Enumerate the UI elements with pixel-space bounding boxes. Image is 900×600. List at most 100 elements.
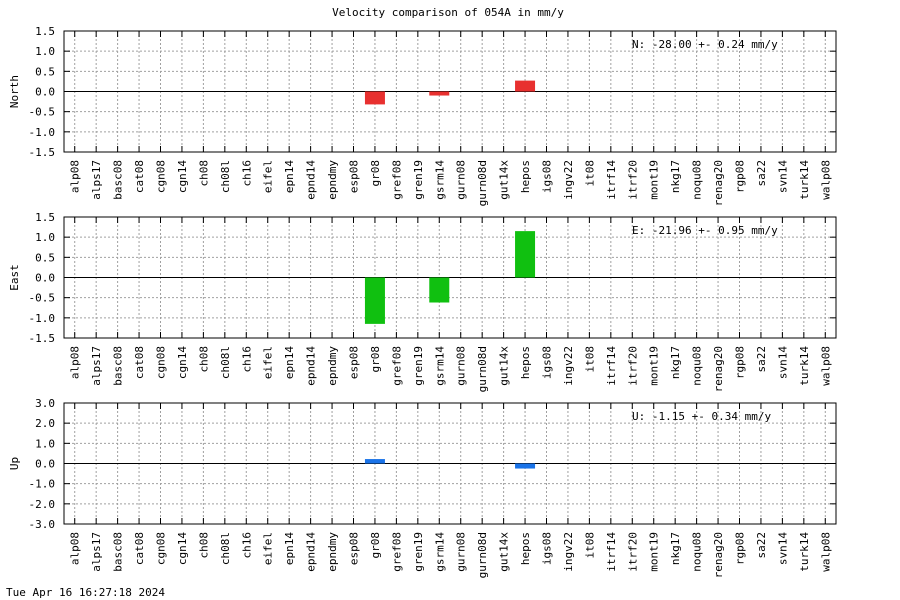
- x-tick-label: rgp08: [734, 532, 747, 565]
- y-tick-label: 0.0: [35, 272, 55, 285]
- x-tick-label: cat08: [133, 160, 146, 193]
- y-axis-label: East: [8, 264, 21, 291]
- x-tick-label: epnd14: [305, 160, 318, 200]
- x-tick-label: rgp08: [734, 160, 747, 193]
- x-tick-label: mont19: [648, 160, 661, 200]
- x-tick-label: esp08: [348, 532, 361, 565]
- x-tick-label: gren19: [412, 160, 425, 200]
- x-tick-label: sa22: [755, 346, 768, 373]
- y-tick-label: -1.0: [29, 478, 56, 491]
- x-tick-label: cgn14: [176, 532, 189, 565]
- bar-east-gr08: [364, 277, 385, 324]
- x-tick-label: noqu08: [691, 160, 704, 200]
- x-tick-label: epn14: [283, 532, 296, 565]
- y-tick-label: -0.5: [29, 292, 56, 305]
- footer-timestamp: Tue Apr 16 16:27:18 2024: [6, 586, 165, 599]
- x-tick-label: it08: [583, 160, 596, 187]
- x-tick-label: eifel: [262, 532, 275, 565]
- x-tick-label: igs08: [541, 160, 554, 193]
- x-tick-label: svn14: [776, 346, 789, 379]
- y-axis-label: North: [8, 75, 21, 108]
- y-tick-label: 0.5: [35, 65, 55, 78]
- y-tick-label: 0.0: [35, 86, 55, 99]
- x-tick-label: turk14: [798, 160, 811, 200]
- x-tick-label: nkg17: [669, 160, 682, 193]
- x-tick-label: ch08l: [219, 160, 232, 193]
- x-tick-label: turk14: [798, 346, 811, 386]
- x-tick-label: epnd14: [305, 346, 318, 386]
- x-tick-label: gut14x: [498, 160, 511, 200]
- x-tick-label: itrf20: [626, 532, 639, 572]
- x-tick-label: noqu08: [691, 346, 704, 386]
- x-tick-label: basc08: [112, 160, 125, 200]
- bar-up-hepos: [515, 463, 536, 469]
- x-tick-label: renag20: [712, 532, 725, 578]
- y-axis-label: Up: [8, 457, 21, 470]
- x-tick-label: svn14: [776, 160, 789, 193]
- x-tick-label: rgp08: [734, 346, 747, 379]
- x-tick-label: mont19: [648, 532, 661, 572]
- y-tick-label: 0.0: [35, 458, 55, 471]
- x-tick-label: gr08: [369, 532, 382, 559]
- x-tick-label: sa22: [755, 532, 768, 559]
- x-tick-label: nkg17: [669, 346, 682, 379]
- y-tick-label: 0.5: [35, 251, 55, 264]
- x-tick-label: epn14: [283, 160, 296, 193]
- x-tick-label: cat08: [133, 346, 146, 379]
- x-tick-label: hepos: [519, 532, 532, 565]
- y-tick-label: -2.0: [29, 498, 56, 511]
- plot-frame: [63, 216, 837, 339]
- x-tick-label: it08: [583, 532, 596, 559]
- x-tick-label: basc08: [112, 532, 125, 572]
- x-tick-label: svn14: [776, 532, 789, 565]
- bar-north-gsrm14: [429, 91, 450, 96]
- x-tick-label: ch08l: [219, 532, 232, 565]
- x-tick-label: hepos: [519, 160, 532, 193]
- y-tick-label: -1.5: [29, 146, 56, 159]
- x-tick-label: gsrm14: [433, 532, 446, 572]
- x-tick-label: gref08: [390, 160, 403, 200]
- x-tick-label: ingv22: [562, 346, 575, 386]
- x-tick-label: ch08: [197, 346, 210, 373]
- plot-frame: [63, 30, 837, 153]
- y-tick-label: -1.0: [29, 126, 56, 139]
- y-tick-label: 1.0: [35, 437, 55, 450]
- x-tick-label: cgn08: [155, 160, 168, 193]
- annotation-north: N: -28.00 +- 0.24 mm/y: [632, 38, 778, 51]
- y-tick-label: 1.0: [35, 231, 55, 244]
- x-tick-label: ch16: [240, 346, 253, 373]
- x-tick-label: igs08: [541, 346, 554, 379]
- x-tick-label: cat08: [133, 532, 146, 565]
- bar-east-hepos: [515, 231, 536, 278]
- x-tick-label: gr08: [369, 346, 382, 373]
- bar-north-hepos: [515, 80, 536, 92]
- annotation-east: E: -21.96 +- 0.95 mm/y: [632, 224, 778, 237]
- x-tick-label: itrf20: [626, 346, 639, 386]
- plot-frame: [63, 402, 837, 525]
- x-tick-label: turk14: [798, 532, 811, 572]
- x-tick-label: eifel: [262, 160, 275, 193]
- x-tick-label: gren19: [412, 532, 425, 572]
- x-tick-label: ch16: [240, 532, 253, 559]
- x-tick-label: alps17: [90, 532, 103, 572]
- x-tick-label: cgn14: [176, 160, 189, 193]
- x-tick-label: itrf20: [626, 160, 639, 200]
- x-tick-label: walp08: [819, 532, 832, 572]
- x-tick-label: esp08: [348, 346, 361, 379]
- x-tick-label: gsrm14: [433, 160, 446, 200]
- bar-north-gr08: [364, 91, 385, 105]
- y-tick-label: -1.0: [29, 312, 56, 325]
- x-tick-label: gurn08: [455, 532, 468, 572]
- x-tick-label: epndmy: [326, 160, 339, 200]
- x-tick-label: alps17: [90, 160, 103, 200]
- x-tick-label: gurn08: [455, 160, 468, 200]
- x-tick-label: ch08: [197, 532, 210, 559]
- x-tick-label: esp08: [348, 160, 361, 193]
- x-tick-label: basc08: [112, 346, 125, 386]
- y-tick-label: 2.0: [35, 417, 55, 430]
- x-tick-label: itrf14: [605, 346, 618, 386]
- x-tick-label: gref08: [390, 532, 403, 572]
- y-tick-label: 1.5: [35, 25, 55, 38]
- x-tick-label: ch08: [197, 160, 210, 187]
